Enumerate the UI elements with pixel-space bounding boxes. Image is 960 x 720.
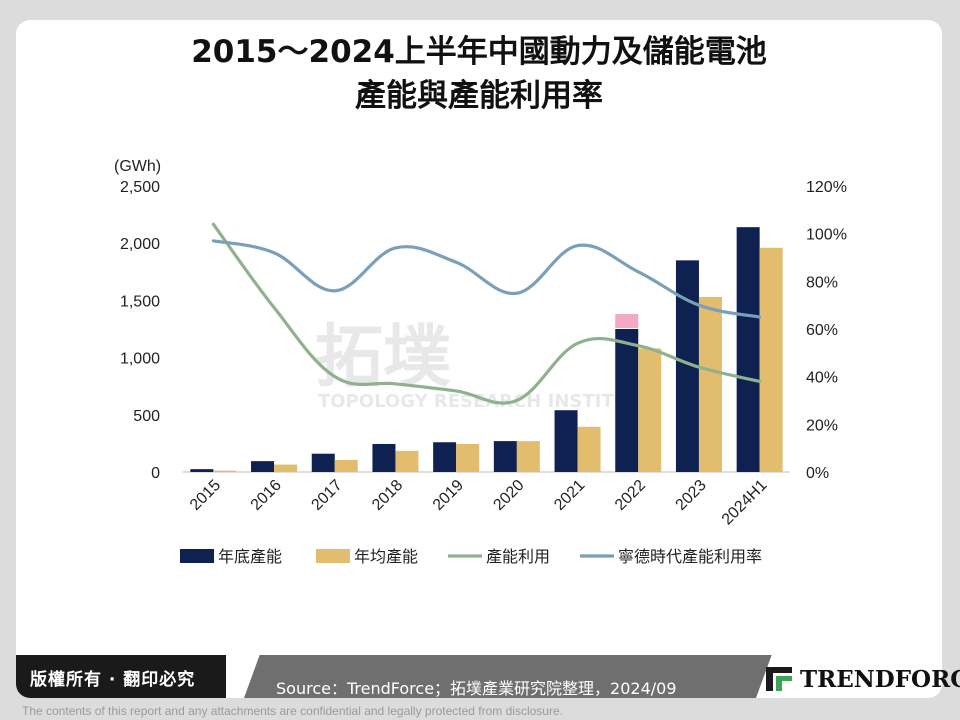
chart-card: 2015～2024上半年中國動力及儲能電池 產能與產能利用率 bbox=[16, 20, 942, 698]
legend-label-1: 年均產能 bbox=[354, 547, 418, 566]
y-left-tick-label: 1,500 bbox=[120, 293, 160, 310]
y-right-tick-label: 40% bbox=[806, 370, 838, 387]
trendforce-logo-text: TRENDFORCE bbox=[800, 665, 960, 693]
line-capacity-utilization bbox=[211, 222, 762, 405]
bar-avg-capacity bbox=[334, 459, 358, 472]
y-left-tick-label: 2,500 bbox=[120, 179, 160, 196]
y-left-tick-label: 0 bbox=[151, 465, 160, 482]
x-tick-label: 2023 bbox=[673, 477, 710, 514]
bar-year-end-capacity bbox=[554, 410, 578, 472]
bar-avg-capacity bbox=[516, 441, 540, 472]
bar-avg-capacity bbox=[698, 296, 722, 472]
source-text: Source：TrendForce；拓墣產業研究院整理，2024/09 bbox=[276, 679, 677, 698]
bar-avg-capacity bbox=[759, 247, 783, 472]
x-tick-label: 2019 bbox=[430, 477, 467, 514]
chart-title: 2015～2024上半年中國動力及儲能電池 產能與產能利用率 bbox=[16, 30, 942, 118]
bar-year-end-capacity bbox=[675, 260, 699, 472]
y-right-tick-label: 20% bbox=[806, 417, 838, 434]
title-line-1: 2015～2024上半年中國動力及儲能電池 bbox=[191, 34, 767, 70]
y-left-unit-label: (GWh) bbox=[114, 158, 161, 175]
bar-avg-capacity bbox=[456, 443, 480, 472]
x-tick-label: 2015 bbox=[187, 477, 224, 514]
y-left-tick-label: 1,000 bbox=[120, 351, 160, 368]
y-left-tick-label: 2,000 bbox=[120, 236, 160, 253]
legend-swatch-0 bbox=[180, 549, 214, 563]
trendforce-logo: TRENDFORCE bbox=[764, 662, 960, 696]
title-line-2: 產能與產能利用率 bbox=[355, 78, 603, 114]
y-right-tick-label: 100% bbox=[806, 227, 847, 244]
bar-year-end-capacity bbox=[493, 441, 517, 472]
legend-label-2: 產能利用 bbox=[486, 547, 550, 566]
x-tick-label: 2016 bbox=[248, 477, 285, 514]
x-tick-label: 2022 bbox=[612, 477, 649, 514]
watermark: 拓墣 TOPOLOGY RESEARCH INSTITUTE bbox=[315, 318, 653, 412]
footer-copyright-block bbox=[16, 655, 226, 698]
watermark-main: 拓墣 bbox=[315, 318, 451, 397]
disclaimer-text: The contents of this report and any atta… bbox=[22, 704, 563, 718]
watermark-sub: TOPOLOGY RESEARCH INSTITUTE bbox=[318, 391, 653, 412]
bar-year-end-capacity bbox=[311, 453, 335, 472]
bar-year-end-capacity bbox=[615, 329, 639, 472]
bar-year-end-capacity bbox=[372, 443, 396, 472]
bar-year-end-capacity bbox=[190, 469, 214, 472]
y-left-tick-label: 500 bbox=[133, 408, 160, 425]
bar-year-end-capacity bbox=[736, 227, 760, 472]
bar-year-end-capacity bbox=[433, 442, 457, 472]
legend-label-0: 年底產能 bbox=[218, 547, 282, 566]
bar-avg-capacity bbox=[395, 450, 419, 472]
legend-swatch-1 bbox=[316, 549, 350, 563]
line-catl-utilization bbox=[211, 239, 762, 319]
bar-year-end-capacity bbox=[251, 461, 275, 472]
bar-avg-capacity bbox=[213, 470, 237, 472]
bar-avg-capacity bbox=[274, 464, 298, 472]
x-tick-label: 2021 bbox=[551, 477, 588, 514]
bar-avg-capacity bbox=[638, 348, 662, 472]
legend-label-3: 寧德時代產能利用率 bbox=[618, 547, 762, 566]
y-right-tick-label: 80% bbox=[806, 274, 838, 291]
x-tick-label: 2024H1 bbox=[719, 477, 771, 529]
trendforce-logo-icon bbox=[766, 667, 792, 691]
bar-avg-capacity bbox=[577, 426, 601, 472]
y-right-tick-label: 60% bbox=[806, 322, 838, 339]
x-tick-label: 2017 bbox=[308, 477, 345, 514]
bar-2022-highlight-marker bbox=[615, 314, 639, 328]
y-right-tick-label: 0% bbox=[806, 465, 829, 482]
y-right-tick-label: 120% bbox=[806, 179, 847, 196]
x-tick-label: 2018 bbox=[369, 477, 406, 514]
x-tick-label: 2020 bbox=[490, 477, 527, 514]
copyright-text: 版權所有 · 翻印必究 bbox=[30, 670, 196, 690]
